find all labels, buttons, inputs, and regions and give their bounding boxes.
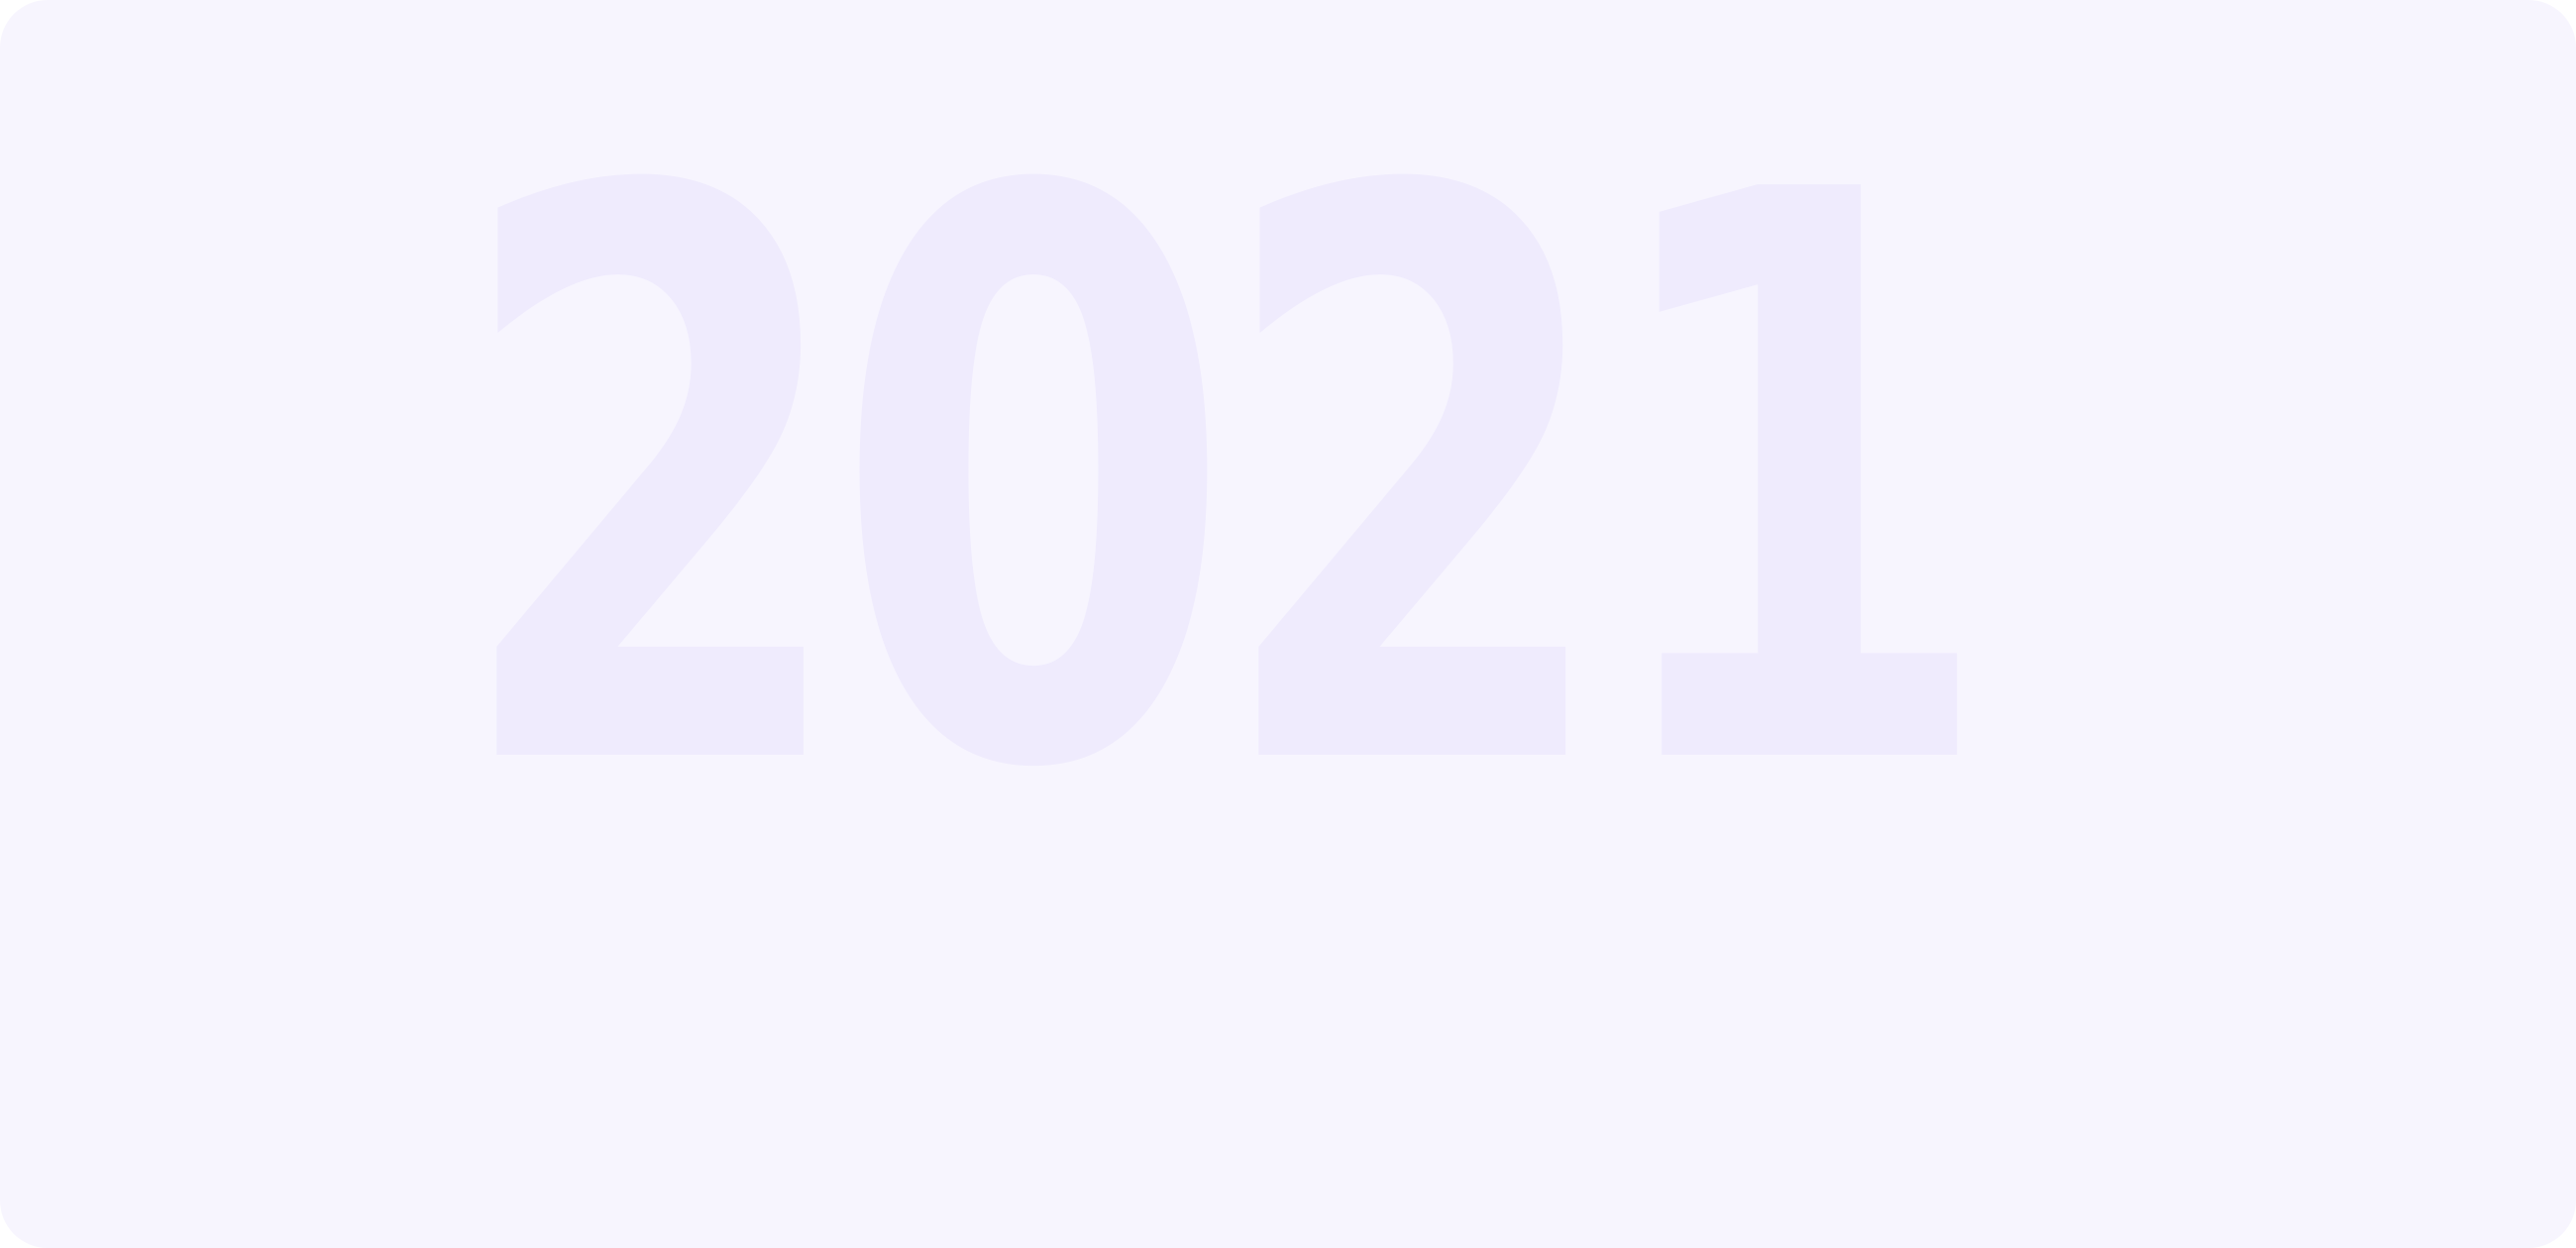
year-label: 2021 (451, 30, 1996, 940)
